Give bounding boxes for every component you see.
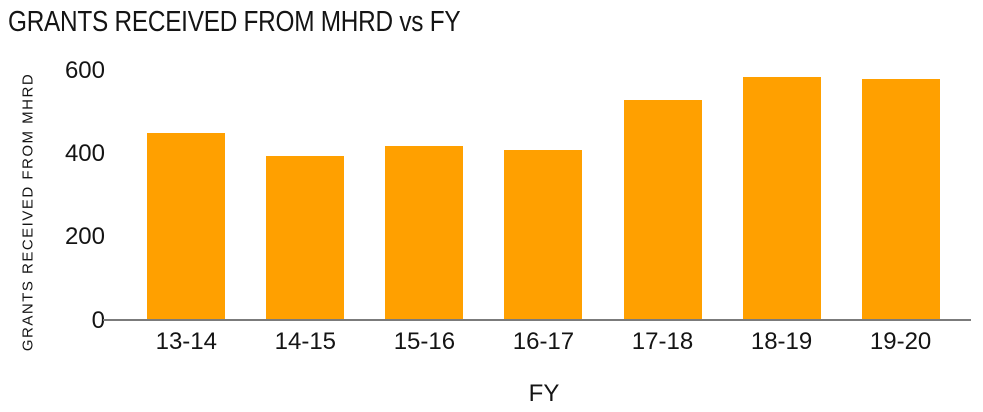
x-tick-label-15-16: 15-16 — [393, 328, 456, 355]
x-axis-line — [103, 319, 971, 321]
y-tick-label-600: 600 — [64, 57, 105, 85]
bar-19-20 — [861, 79, 940, 321]
bar-13-14 — [147, 133, 226, 321]
bar-14-15 — [266, 156, 345, 321]
y-tick-label-400: 400 — [64, 140, 105, 168]
bar-15-16 — [385, 145, 464, 321]
y-tick-label-200: 200 — [64, 223, 105, 251]
x-tick-label-16-17: 16-17 — [512, 328, 575, 355]
bar-17-18 — [623, 100, 702, 321]
y-tick-label-0: 0 — [91, 306, 105, 334]
x-tick-label-18-19: 18-19 — [750, 328, 813, 355]
x-tick-label-19-20: 19-20 — [869, 328, 932, 355]
bar-18-19 — [742, 77, 821, 321]
x-axis-title: FY — [528, 380, 560, 407]
chart-title: GRANTS RECEIVED FROM MHRD vs FY — [8, 6, 461, 38]
x-tick-label-14-15: 14-15 — [274, 328, 337, 355]
bar-16-17 — [504, 150, 583, 321]
x-tick-label-13-14: 13-14 — [155, 328, 217, 355]
x-tick-label-17-18: 17-18 — [631, 328, 694, 355]
